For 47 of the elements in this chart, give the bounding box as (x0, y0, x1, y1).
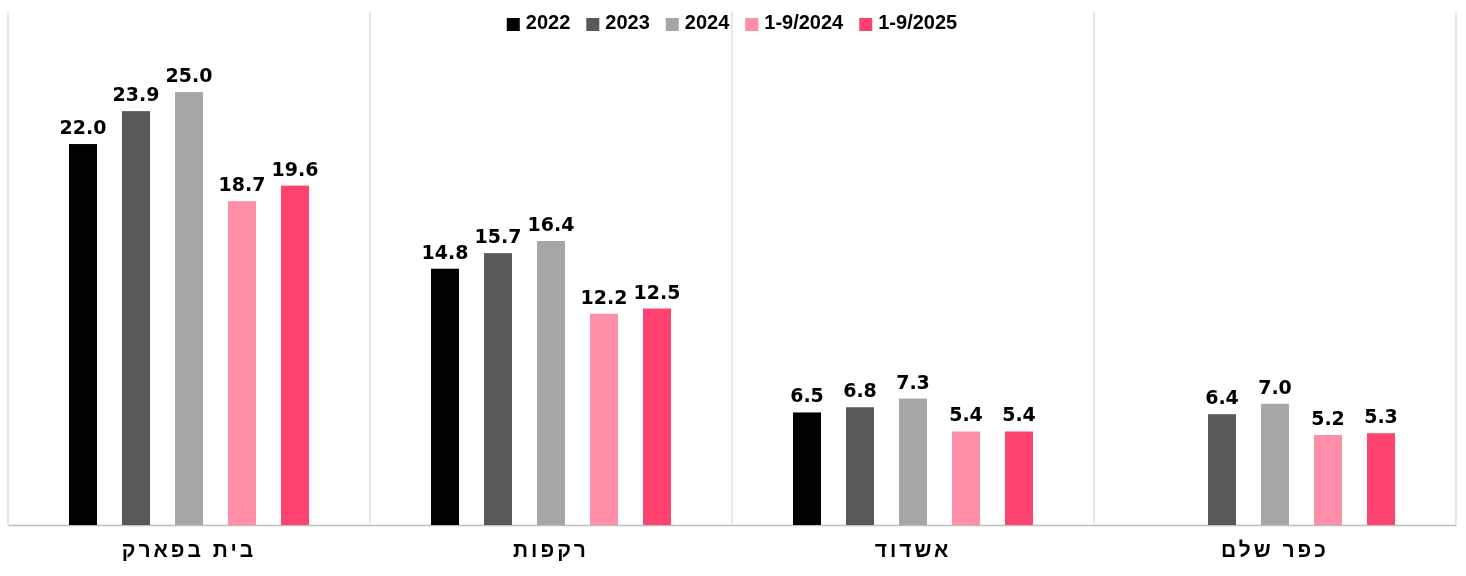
bar (69, 144, 97, 525)
x-tick-label: אשדוד (874, 538, 952, 562)
x-tick-label: רקפות (513, 538, 589, 562)
bar (1367, 433, 1395, 525)
data-label: 7.3 (896, 370, 930, 393)
bar (899, 398, 927, 525)
legend-label: 2023 (605, 11, 650, 33)
bar (537, 241, 565, 525)
bar (1314, 434, 1342, 525)
legend-label: 2024 (684, 11, 731, 33)
data-label: 23.9 (112, 83, 160, 106)
bar (643, 308, 671, 525)
bar (1005, 431, 1033, 525)
legend-label: 2022 (525, 11, 571, 33)
bar (431, 268, 459, 525)
data-label: 5.4 (949, 403, 983, 426)
data-label: 22.0 (59, 116, 107, 139)
bar (1208, 414, 1236, 525)
data-label: 18.7 (218, 173, 266, 196)
data-label: 5.2 (1311, 406, 1345, 429)
data-label: 19.6 (271, 157, 319, 180)
bar (1261, 403, 1289, 525)
data-label: 16.4 (527, 213, 575, 236)
bar (846, 407, 874, 525)
data-label: 6.8 (843, 379, 877, 402)
x-tick-label: כפר שלם (1221, 538, 1329, 562)
data-label: 6.5 (790, 384, 824, 407)
bar (175, 92, 203, 525)
x-tick-label: בית בפארק (121, 538, 257, 562)
bar (484, 253, 512, 525)
data-label: 5.3 (1364, 405, 1398, 428)
data-label: 15.7 (474, 225, 522, 248)
bar (122, 111, 150, 525)
bar (952, 431, 980, 525)
data-label: 14.8 (421, 240, 469, 263)
bar (228, 201, 256, 525)
data-label: 12.5 (633, 280, 681, 303)
data-label: 5.4 (1002, 403, 1036, 426)
data-label: 25.0 (165, 64, 213, 87)
bar (281, 185, 309, 525)
bar (793, 412, 821, 525)
data-label: 6.4 (1205, 386, 1239, 409)
bar (590, 313, 618, 525)
legend-label: 1-9/2024 (764, 11, 845, 33)
data-label: 12.2 (580, 285, 628, 308)
legend-label: 1-9/2025 (878, 11, 958, 33)
data-label: 7.0 (1258, 375, 1292, 398)
